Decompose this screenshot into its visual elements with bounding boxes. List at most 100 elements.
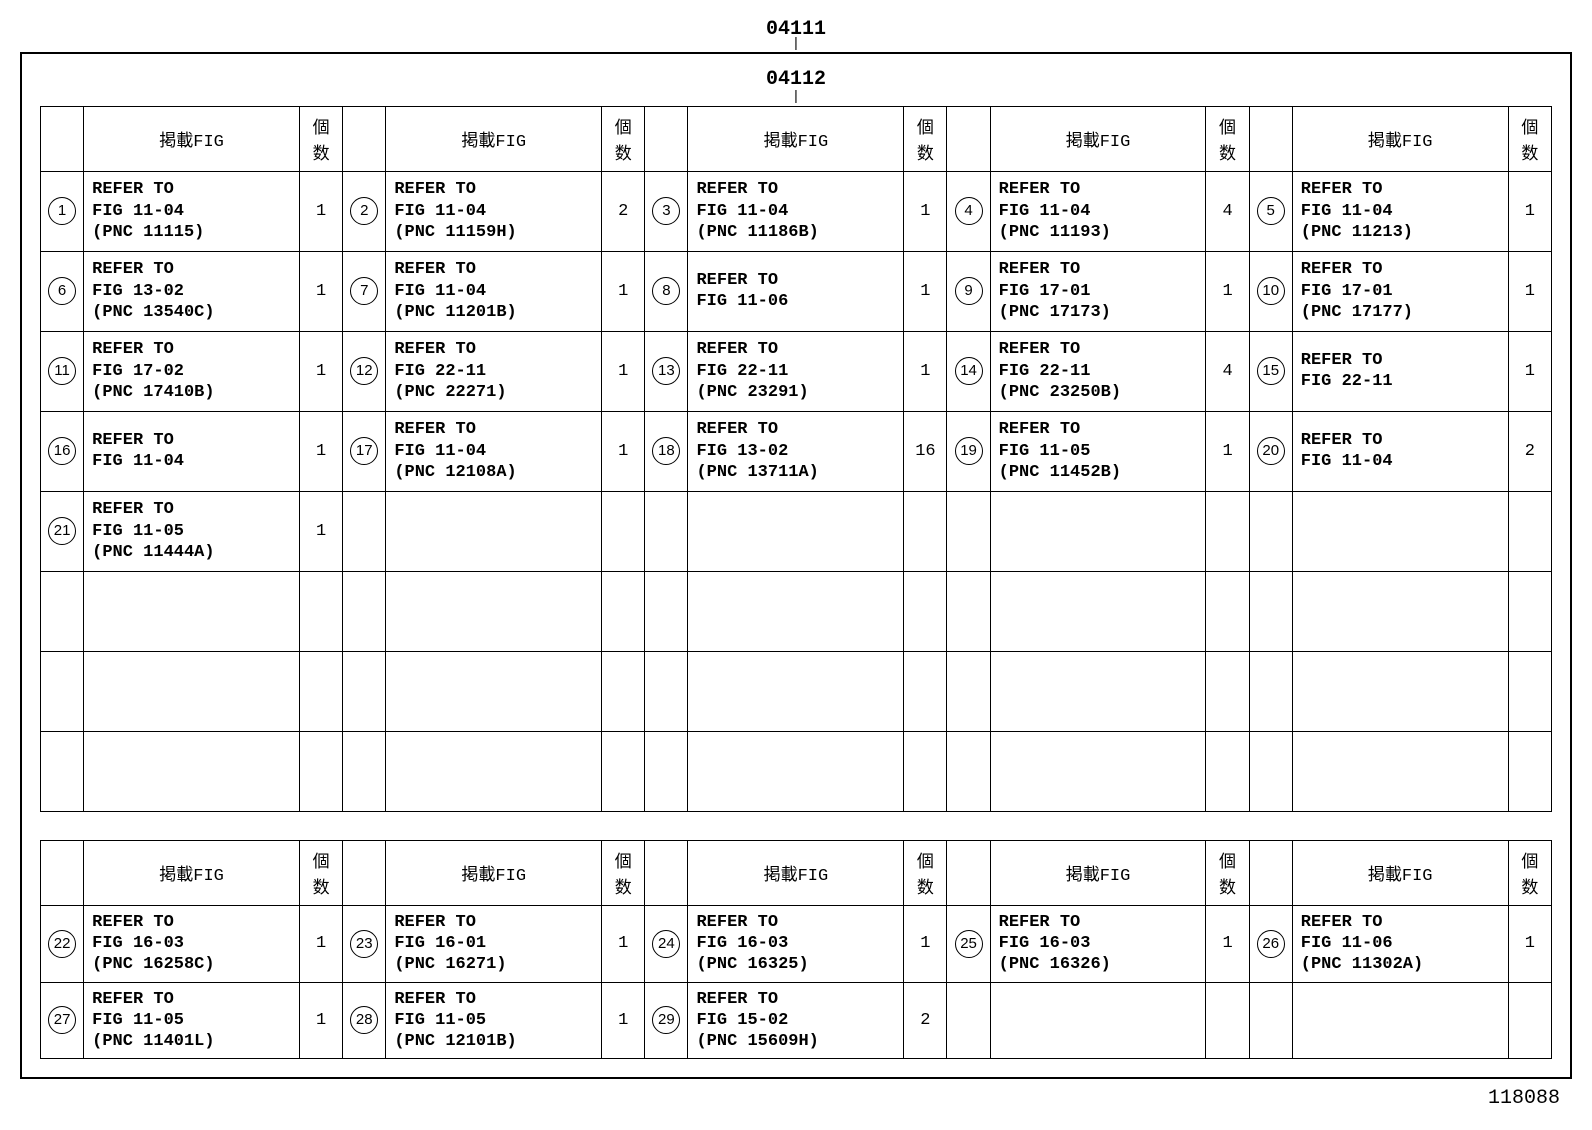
header-fig: 掲載FIG	[990, 840, 1206, 905]
fig-cell: REFER TO FIG 11-04 (PNC 11193)	[990, 171, 1206, 251]
header-fig: 掲載FIG	[990, 106, 1206, 171]
item-number-cell: 1	[41, 171, 84, 251]
item-number-cell	[947, 731, 990, 811]
header-blank	[947, 106, 990, 171]
qty-cell: 1	[1508, 331, 1551, 411]
fig-cell	[84, 731, 300, 811]
qty-cell: 2	[602, 171, 645, 251]
fig-cell	[688, 491, 904, 571]
fig-cell	[84, 571, 300, 651]
header-qty: 個数	[904, 106, 947, 171]
fig-cell: REFER TO FIG 11-05 (PNC 12101B)	[386, 982, 602, 1059]
header-fig: 掲載FIG	[688, 106, 904, 171]
fig-cell	[990, 982, 1206, 1059]
fig-cell: REFER TO FIG 16-01 (PNC 16271)	[386, 905, 602, 982]
header-blank	[1249, 106, 1292, 171]
circled-number: 13	[652, 357, 680, 385]
fig-cell	[1292, 982, 1508, 1059]
fig-cell	[1292, 571, 1508, 651]
fig-cell	[386, 491, 602, 571]
circled-number: 3	[652, 197, 680, 225]
item-number-cell	[947, 491, 990, 571]
header-qty: 個数	[300, 106, 343, 171]
qty-cell	[1508, 731, 1551, 811]
item-number-cell: 21	[41, 491, 84, 571]
qty-cell	[904, 571, 947, 651]
qty-cell	[1206, 491, 1249, 571]
header-fig: 掲載FIG	[1292, 840, 1508, 905]
qty-cell	[1508, 982, 1551, 1059]
fig-cell: REFER TO FIG 11-05 (PNC 11444A)	[84, 491, 300, 571]
fig-cell	[386, 651, 602, 731]
qty-cell	[602, 651, 645, 731]
fig-cell: REFER TO FIG 22-11	[1292, 331, 1508, 411]
parts-table-2: 掲載FIG 個数 掲載FIG 個数 掲載FIG 個数 掲載FIG 個数 掲載FI…	[40, 840, 1552, 1060]
qty-cell	[1206, 651, 1249, 731]
fig-cell: REFER TO FIG 22-11 (PNC 23291)	[688, 331, 904, 411]
outer-frame: 04112 | 掲載FIG 個数 掲載FIG 個数 掲載FIG 個数 掲載FIG	[20, 52, 1572, 1079]
fig-cell	[1292, 651, 1508, 731]
item-number-cell: 8	[645, 251, 688, 331]
item-number-cell: 9	[947, 251, 990, 331]
header-blank	[41, 106, 84, 171]
item-number-cell	[1249, 731, 1292, 811]
qty-cell: 1	[300, 411, 343, 491]
item-number-cell: 27	[41, 982, 84, 1059]
qty-cell: 1	[904, 331, 947, 411]
code-top-tick: |	[20, 40, 1572, 48]
item-number-cell: 13	[645, 331, 688, 411]
qty-cell: 1	[300, 491, 343, 571]
qty-cell: 1	[300, 171, 343, 251]
header-row: 掲載FIG 個数 掲載FIG 個数 掲載FIG 個数 掲載FIG 個数 掲載FI…	[41, 106, 1552, 171]
code-inner-tick: |	[40, 93, 1552, 101]
item-number-cell	[343, 651, 386, 731]
fig-cell	[688, 651, 904, 731]
qty-cell: 1	[1508, 905, 1551, 982]
fig-cell	[688, 571, 904, 651]
header-qty: 個数	[300, 840, 343, 905]
qty-cell	[904, 651, 947, 731]
circled-number: 24	[652, 930, 680, 958]
qty-cell: 4	[1206, 171, 1249, 251]
fig-cell: REFER TO FIG 22-11 (PNC 23250B)	[990, 331, 1206, 411]
circled-number: 11	[48, 357, 76, 385]
item-number-cell: 23	[343, 905, 386, 982]
circled-number: 29	[652, 1006, 680, 1034]
circled-number: 6	[48, 277, 76, 305]
header-blank	[343, 840, 386, 905]
qty-cell: 1	[300, 251, 343, 331]
fig-cell: REFER TO FIG 16-03 (PNC 16325)	[688, 905, 904, 982]
qty-cell: 2	[904, 982, 947, 1059]
qty-cell	[300, 731, 343, 811]
fig-cell	[386, 731, 602, 811]
qty-cell: 1	[1508, 171, 1551, 251]
fig-cell: REFER TO FIG 11-04	[1292, 411, 1508, 491]
fig-cell: REFER TO FIG 22-11 (PNC 22271)	[386, 331, 602, 411]
qty-cell: 1	[300, 982, 343, 1059]
table-row: 21 REFER TO FIG 11-05 (PNC 11444A)1	[41, 491, 1552, 571]
item-number-cell: 6	[41, 251, 84, 331]
fig-cell: REFER TO FIG 17-02 (PNC 17410B)	[84, 331, 300, 411]
item-number-cell: 2	[343, 171, 386, 251]
fig-cell: REFER TO FIG 16-03 (PNC 16258C)	[84, 905, 300, 982]
qty-cell: 1	[1206, 411, 1249, 491]
header-qty: 個数	[1206, 106, 1249, 171]
qty-cell	[1206, 571, 1249, 651]
fig-cell: REFER TO FIG 13-02 (PNC 13711A)	[688, 411, 904, 491]
qty-cell: 1	[602, 411, 645, 491]
table-row: 16REFER TO FIG 11-04117REFER TO FIG 11-0…	[41, 411, 1552, 491]
header-qty: 個数	[1206, 840, 1249, 905]
fig-cell: REFER TO FIG 11-04 (PNC 12108A)	[386, 411, 602, 491]
item-number-cell: 18	[645, 411, 688, 491]
fig-cell: REFER TO FIG 11-06 (PNC 11302A)	[1292, 905, 1508, 982]
table-row	[41, 731, 1552, 811]
fig-cell: REFER TO FIG 16-03 (PNC 16326)	[990, 905, 1206, 982]
qty-cell: 1	[602, 331, 645, 411]
qty-cell: 1	[602, 251, 645, 331]
header-qty: 個数	[1508, 840, 1551, 905]
circled-number: 21	[48, 517, 76, 545]
fig-cell	[688, 731, 904, 811]
circled-number: 19	[955, 437, 983, 465]
item-number-cell: 20	[1249, 411, 1292, 491]
item-number-cell	[41, 731, 84, 811]
